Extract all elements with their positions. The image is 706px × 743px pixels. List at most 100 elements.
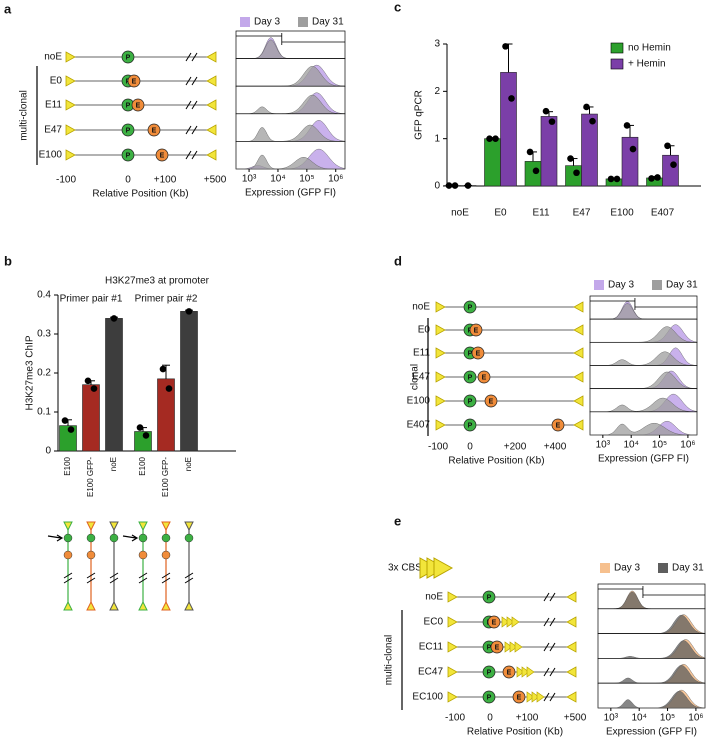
promoter-label: P: [487, 694, 492, 701]
panel-letter: b: [4, 253, 12, 268]
promoter: [463, 418, 477, 432]
enhancer-label: E: [474, 327, 479, 334]
legend-label: Day 3: [608, 280, 635, 291]
legend-label: no Hemin: [628, 43, 671, 54]
insulator-right: [206, 149, 217, 161]
enhancer: [63, 550, 73, 560]
expression-tick-label: 10⁶: [680, 440, 695, 451]
insulator-left: [435, 301, 446, 313]
bar: [621, 136, 639, 187]
insulator-right: [206, 99, 217, 111]
position-tick-label: -100: [445, 713, 465, 724]
position-axis-label: Relative Position (Kb): [448, 456, 544, 467]
row-label: E100: [39, 150, 63, 161]
promoter: [86, 533, 96, 543]
bar: [540, 116, 558, 187]
panel-letter: e: [394, 513, 401, 528]
promoter-label: P: [487, 594, 492, 601]
position-tick-label: +100: [516, 713, 539, 724]
expression-axis-label: Expression (GFP FI): [598, 454, 689, 465]
break: [63, 572, 73, 584]
position-tick-label: +200: [504, 442, 527, 453]
y-axis-label: GFP qPCR: [414, 90, 425, 140]
expression-tick-label: 10⁶: [328, 174, 343, 185]
insulator-right: [206, 51, 217, 63]
cbs-site: [504, 641, 513, 653]
promoter: [161, 533, 171, 543]
expression-tick-label: 10⁴: [623, 440, 638, 451]
group-label: Primer pair #2: [135, 294, 198, 305]
gate: [590, 298, 697, 310]
row-label: noE: [412, 302, 430, 313]
expression-tick-label: 10³: [596, 440, 611, 451]
histogram-cell: [597, 583, 706, 610]
x-tick-label: noE: [451, 208, 469, 219]
insulator-left: [65, 124, 76, 136]
bar: [180, 311, 198, 452]
insulator-left: [435, 419, 446, 431]
histogram: [236, 154, 345, 170]
enhancer: [502, 665, 516, 679]
insulator-left: [65, 75, 76, 87]
y-tick-label: 0.2: [37, 368, 51, 379]
data-point: [90, 385, 98, 392]
cbs-site: [526, 691, 535, 703]
insulator-left: [65, 51, 76, 63]
insulator-right: [566, 691, 577, 703]
promoter: [482, 590, 496, 604]
row-label: EC0: [424, 617, 444, 628]
promoter: [463, 370, 477, 384]
data-point: [61, 417, 69, 424]
break-mark: [185, 150, 198, 160]
promoter: [63, 533, 73, 543]
insulator-left: [447, 591, 458, 603]
data-point: [492, 135, 499, 142]
arrow: [122, 534, 139, 542]
insulator: [63, 600, 73, 611]
data-point: [648, 175, 655, 182]
gate: [598, 586, 705, 598]
insulator-left: [65, 149, 76, 161]
data-point: [110, 315, 118, 322]
x-tick-label: noE: [184, 457, 193, 471]
bar: [500, 72, 517, 187]
y-tick-label: 0: [434, 181, 440, 192]
break-mark: [543, 642, 556, 652]
bar: [565, 165, 582, 187]
error-bar: [162, 364, 170, 379]
enhancer: [490, 640, 504, 654]
insulator: [161, 600, 171, 611]
data-point: [451, 182, 459, 189]
break-mark: [185, 76, 198, 86]
data-point: [589, 117, 596, 125]
y-tick-label: 0.4: [37, 290, 51, 301]
gate: [236, 33, 345, 45]
data-point: [573, 169, 580, 177]
insulator-left: [447, 666, 458, 678]
promoter: [138, 533, 148, 543]
legend-label: Day 31: [666, 280, 698, 291]
row-label: noE: [44, 52, 62, 63]
insulator-right: [573, 324, 584, 336]
x-tick-label: E407: [651, 208, 675, 219]
expression-tick-label: 10³: [604, 713, 619, 724]
enhancer-label: E: [136, 102, 141, 109]
row-label: E11: [45, 100, 62, 111]
data-point: [165, 385, 173, 392]
data-point: [508, 95, 515, 102]
insulator: [161, 521, 171, 532]
row-label: E0: [50, 76, 63, 87]
break-mark: [543, 667, 556, 677]
data-point: [654, 174, 661, 181]
enhancer: [155, 148, 169, 162]
group-label: clonal: [410, 364, 421, 390]
break: [184, 572, 194, 584]
row-label: EC11: [419, 642, 444, 653]
break: [109, 572, 119, 584]
enhancer: [86, 550, 96, 560]
insulator-right: [566, 666, 577, 678]
enhancer-label: E: [152, 127, 157, 134]
panel-letter: c: [394, 0, 401, 14]
cbs-site: [501, 616, 510, 628]
data-point: [136, 424, 144, 431]
